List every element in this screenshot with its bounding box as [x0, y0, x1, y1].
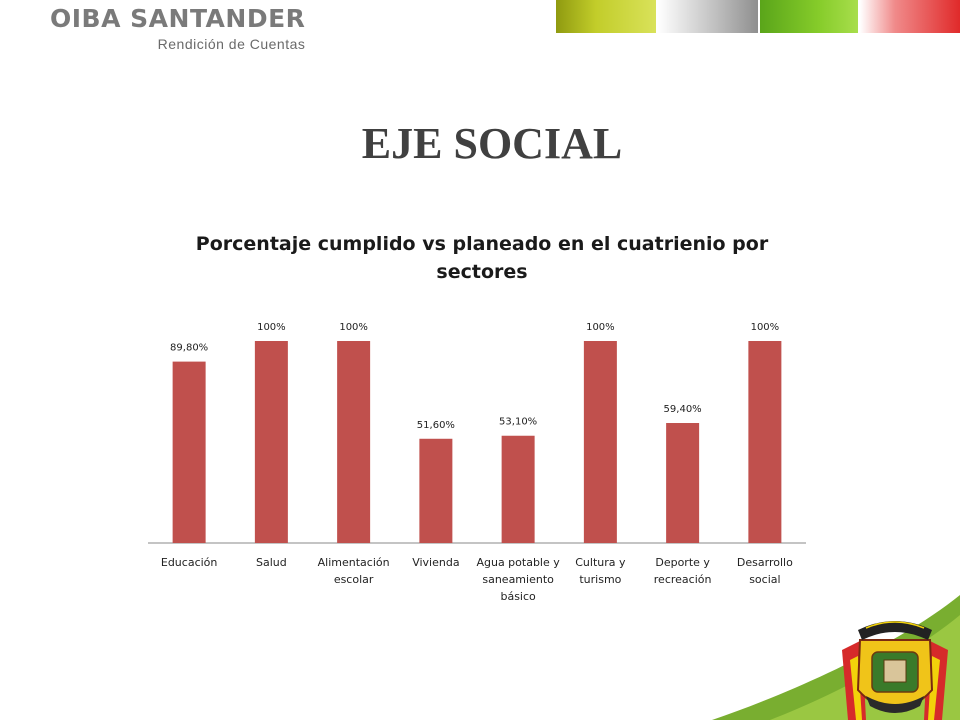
category-label-7-1: social [749, 573, 780, 586]
brand-name: OIBA SANTANDER [50, 4, 306, 33]
category-label-3-0: Vivienda [412, 556, 459, 569]
category-label-2-0: Alimentación [318, 556, 390, 569]
bar-6 [666, 423, 700, 543]
chart-title-line-2: sectores [436, 261, 527, 283]
category-label-4-1: saneamiento [482, 573, 554, 586]
category-label-5-0: Cultura y [575, 556, 626, 569]
category-label-4-0: Agua potable y [476, 556, 560, 569]
header-color-bar-gray [658, 0, 758, 33]
category-label-5-1: turismo [579, 573, 621, 586]
brand-subtitle: Rendición de Cuentas [157, 36, 306, 52]
bar-5 [583, 341, 617, 543]
data-label-1: 100% [257, 322, 286, 333]
brand-header: OIBA SANTANDER Rendición de Cuentas [50, 4, 305, 52]
data-label-3: 51,60% [417, 420, 455, 431]
data-label-4: 53,10% [499, 417, 537, 428]
category-label-6-1: recreación [654, 573, 712, 586]
data-label-2: 100% [339, 322, 368, 333]
bar-7 [748, 341, 782, 543]
bar-0 [172, 361, 206, 543]
header-color-bar-olive [556, 0, 656, 33]
category-label-0-0: Educación [161, 556, 218, 569]
header-color-bar-green [760, 0, 858, 33]
category-label-6-0: Deporte y [655, 556, 710, 569]
slide-title: EJE SOCIAL [361, 119, 623, 168]
category-label-2-1: escolar [334, 573, 374, 586]
data-label-5: 100% [586, 322, 615, 333]
bar-3 [419, 438, 453, 543]
category-label-7-0: Desarrollo [737, 556, 793, 569]
data-label-0: 89,80% [170, 343, 208, 354]
header-color-bar-red [860, 0, 960, 33]
data-label-7: 100% [751, 322, 780, 333]
bar-1 [254, 341, 288, 543]
data-label-6: 59,40% [664, 404, 702, 415]
bar-4 [501, 435, 535, 543]
category-label-4-2: básico [500, 590, 536, 603]
chart-title-line-1: Porcentaje cumplido vs planeado en el cu… [196, 233, 769, 255]
bar-2 [337, 341, 371, 543]
category-label-1-0: Salud [256, 556, 287, 569]
